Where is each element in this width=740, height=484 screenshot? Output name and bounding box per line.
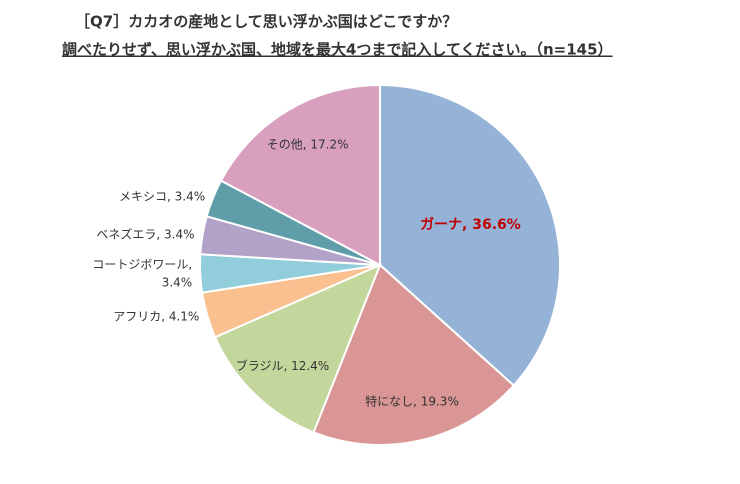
pie-slice bbox=[312, 263, 516, 446]
slice-label-line: メキシコ, 3.4% bbox=[119, 189, 205, 203]
slice-label-line: コートジボワール, bbox=[92, 257, 192, 271]
slice-label-line: 3.4% bbox=[162, 275, 193, 289]
slice-label-line: ガーナ, 36.6% bbox=[420, 217, 521, 233]
slice-label-line: アフリカ, 4.1% bbox=[113, 309, 199, 323]
slice-label-line: ベネズエラ, 3.4% bbox=[96, 226, 194, 241]
slice-label: メキシコ, 3.4% bbox=[119, 189, 205, 203]
slice-label-line: その他, 17.2% bbox=[267, 137, 349, 151]
slice-label: ガーナ, 36.6% bbox=[420, 217, 521, 233]
slice-label: その他, 17.2% bbox=[267, 137, 349, 151]
slice-label-line: 特になし, 19.3% bbox=[365, 393, 459, 408]
pie-slice bbox=[219, 83, 381, 267]
slice-label: 特になし, 19.3% bbox=[365, 393, 459, 408]
chart-title: ［Q7］カカオの産地として思い浮かぶ国はどこですか？ bbox=[75, 13, 457, 31]
slice-label: コートジボワール, 3.4% bbox=[92, 257, 192, 289]
chart-subtitle: 調べたりせず、思い浮かぶ国、地域を最大4つまで記入してください。（n=145） bbox=[62, 41, 613, 59]
slice-label: ブラジル, 12.4% bbox=[236, 357, 330, 372]
pie-slice bbox=[213, 263, 382, 434]
slice-label: ベネズエラ, 3.4% bbox=[96, 226, 194, 241]
slice-label: アフリカ, 4.1% bbox=[113, 309, 199, 323]
slice-label-line: ブラジル, 12.4% bbox=[236, 357, 330, 372]
pie-slice bbox=[379, 83, 561, 387]
